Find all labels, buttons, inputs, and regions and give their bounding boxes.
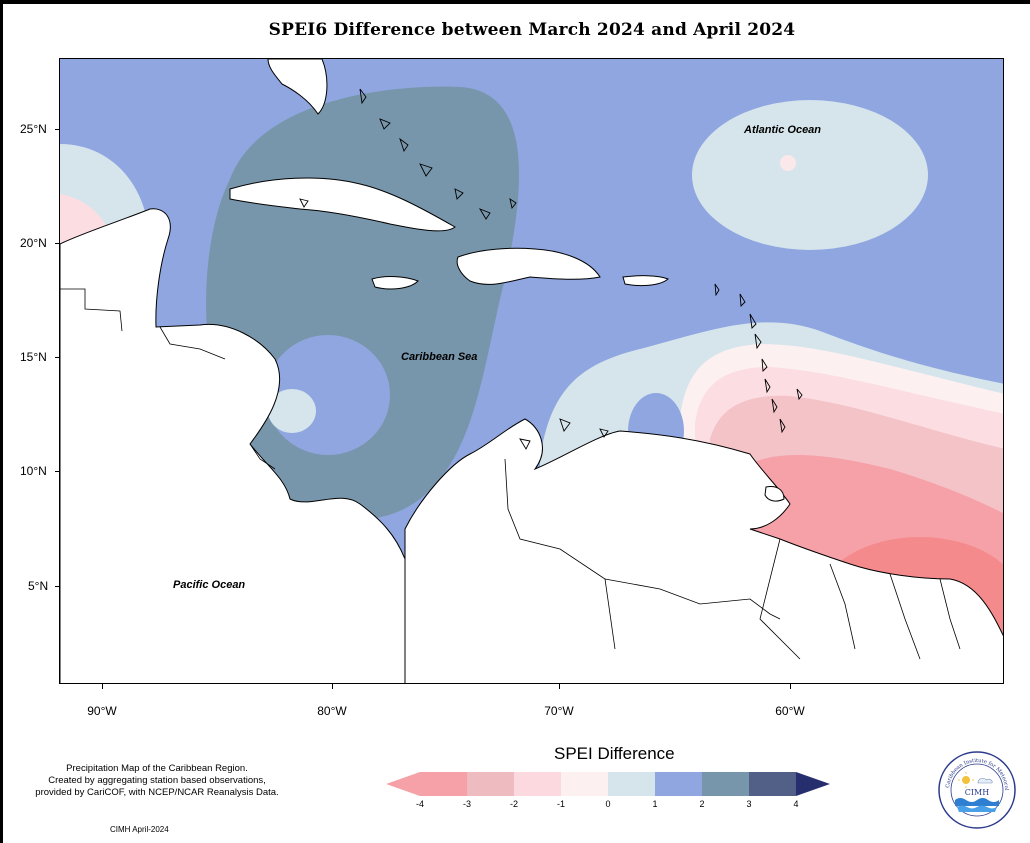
lat-label-15: 15°N	[20, 350, 47, 364]
legend-swatch	[467, 772, 514, 796]
credit-text: CIMH April-2024	[110, 825, 169, 834]
legend-title: SPEI Difference	[554, 744, 675, 763]
pacific-ocean-label: Pacific Ocean	[173, 579, 246, 591]
legend-swatch	[561, 772, 608, 796]
legend-tick-label: -4	[415, 799, 424, 809]
trinidad-land	[764, 486, 785, 502]
caribbean-sea-label: Caribbean Sea	[401, 351, 478, 363]
lat-tick	[55, 586, 60, 587]
spei-map	[60, 59, 1003, 683]
description-line: provided by CariCOF, with NCEP/NCAR Rean…	[35, 787, 279, 798]
map-panel: Atlantic Ocean Caribbean Sea Pacific Oce…	[59, 58, 1004, 684]
sun-icon	[962, 776, 970, 784]
legend-swatch	[420, 772, 467, 796]
lat-tick	[55, 129, 60, 130]
lat-tick	[55, 243, 60, 244]
cloud-icon	[977, 778, 993, 784]
legend-tick-label: 1	[652, 799, 658, 809]
legend-swatch	[514, 772, 561, 796]
legend-tick-label: 2	[699, 799, 705, 809]
map-description: Precipitation Map of the Caribbean Regio…	[12, 763, 302, 799]
south-america-land	[404, 418, 1003, 683]
puerto-rico-land	[622, 275, 669, 287]
lat-label-25: 25°N	[20, 122, 47, 136]
legend-tick-label: -2	[509, 799, 518, 809]
lon-label-80: 80°W	[317, 704, 347, 718]
legend-tick-labels: -4 -3 -2 -1 0 1 2 3 4	[386, 799, 856, 811]
legend-low-extend	[386, 772, 420, 796]
land-masses	[60, 59, 1003, 683]
lon-tick	[102, 684, 103, 689]
lon-tick	[332, 684, 333, 689]
legend-tick-label: -3	[462, 799, 471, 809]
country-borders	[60, 288, 961, 660]
lat-label-10: 10°N	[20, 464, 47, 478]
lon-label-70: 70°W	[544, 704, 574, 718]
hispaniola-land	[456, 247, 601, 285]
caribbean-inner-pale	[268, 389, 316, 433]
frame-top-border	[0, 0, 1030, 4]
legend-tick-label: 4	[793, 799, 799, 809]
small-islands	[299, 88, 803, 450]
logo-acronym: CIMH	[965, 788, 989, 797]
lat-tick	[55, 357, 60, 358]
atlantic-ocean-label: Atlantic Ocean	[744, 124, 822, 136]
atlantic-pink-spot	[780, 155, 796, 171]
lat-label-5: 5°N	[28, 579, 49, 593]
lon-label-60: 60°W	[775, 704, 805, 718]
lon-tick	[790, 684, 791, 689]
legend-tick-label: 3	[746, 799, 752, 809]
lon-label-90: 90°W	[87, 704, 117, 718]
lon-tick	[559, 684, 560, 689]
legend-high-extend	[796, 772, 830, 796]
cimh-logo: Caribbean Institute for Meteorology and …	[937, 750, 1016, 829]
frame-left-border	[0, 0, 3, 843]
water-waves-icon	[955, 798, 999, 812]
legend-tick-label: 0	[605, 799, 611, 809]
jamaica-land	[371, 276, 419, 290]
map-title: SPEI6 Difference between March 2024 and …	[268, 20, 796, 40]
atlantic-pale-zone	[692, 100, 928, 250]
legend-colorbar	[386, 772, 830, 796]
legend-swatch	[608, 772, 655, 796]
sun-rays-icon	[958, 772, 974, 788]
legend-tick-label: -1	[556, 799, 565, 809]
description-line: Precipitation Map of the Caribbean Regio…	[66, 763, 248, 774]
central-america-land	[60, 208, 406, 683]
lat-label-20: 20°N	[20, 236, 47, 250]
legend-swatch	[702, 772, 749, 796]
legend-swatch	[655, 772, 702, 796]
description-line: Created by aggregating station based obs…	[48, 775, 266, 786]
lat-tick	[55, 471, 60, 472]
legend-swatch	[749, 772, 796, 796]
cuba-land	[229, 177, 456, 232]
florida-land	[267, 59, 328, 115]
